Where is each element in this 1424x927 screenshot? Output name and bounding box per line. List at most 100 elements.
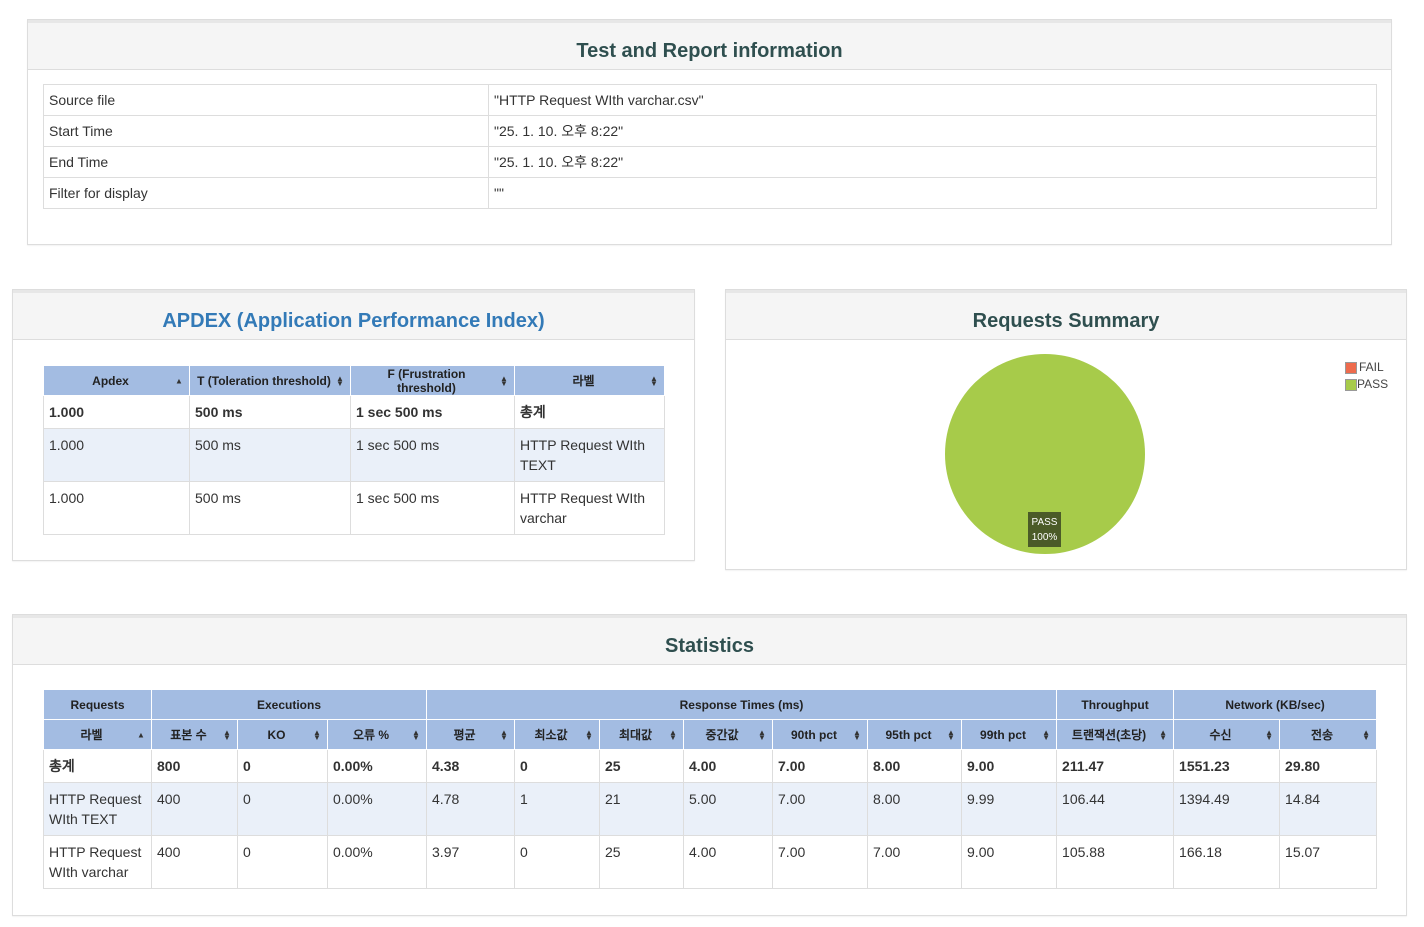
stats-header-12[interactable]: 수신 ▲ ▼ — [1173, 719, 1281, 750]
stats-header-5[interactable]: 최소값 ▲ ▼ — [514, 719, 601, 750]
stats-cell: 3.97 — [426, 835, 516, 889]
stats-cell: 7.00 — [772, 835, 869, 889]
stats-header-9[interactable]: 95th pct ▲ ▼ — [867, 719, 963, 750]
stats-header-13[interactable]: 전송 ▲ ▼ — [1279, 719, 1378, 750]
info-value: "25. 1. 10. 오후 8:22" — [488, 115, 1377, 147]
stats-cell: 4.00 — [683, 835, 774, 889]
sort-both-icon: ▲ ▼ — [650, 373, 658, 388]
group-requests: Requests — [43, 689, 152, 720]
stats-cell: 0 — [514, 749, 601, 783]
stats-cell: 7.00 — [772, 749, 869, 783]
apdex-header-t[interactable]: T (Toleration threshold) ▲ ▼ — [189, 365, 351, 396]
stats-cell: 0 — [237, 782, 328, 836]
stats-header-0[interactable]: 라벨 ▲ — [43, 719, 152, 750]
stats-cell: 1 — [514, 782, 601, 836]
stats-header-3[interactable]: 오류 % ▲ ▼ — [326, 719, 428, 750]
stats-cell: 5.00 — [683, 782, 774, 836]
statistics-column-header: 라벨 ▲ 표본 수 ▲ ▼ KO ▲ ▼ 오류 % ▲ ▼ 평균 ▲ ▼ 최소값 ▲ ▼ 최대값 ▲ ▼ 중간값 ▲ ▼ 90… — [43, 719, 1378, 750]
stats-header-6[interactable]: 최대값 ▲ ▼ — [599, 719, 685, 750]
stats-header-11[interactable]: 트랜잭션(초당) ▲ ▼ — [1056, 719, 1175, 750]
stats-header-8[interactable]: 90th pct ▲ ▼ — [772, 719, 869, 750]
info-label: End Time — [43, 146, 489, 178]
stats-cell: 9.00 — [961, 835, 1058, 889]
statistics-title: Statistics — [13, 615, 1406, 665]
header-label: 90th pct — [791, 727, 838, 742]
stats-cell: 총계 — [43, 749, 152, 783]
group-response-times: Response Times (ms) — [426, 689, 1058, 720]
sort-both-icon: ▲ ▼ — [336, 373, 344, 388]
stats-row: HTTP Request WIth varchar 400 0 0.00% 3.97 0 2… — [43, 835, 1378, 889]
stats-cell: 4.78 — [426, 782, 516, 836]
header-label: F (Frustration threshold) — [387, 366, 466, 395]
stats-header-7[interactable]: 중간값 ▲ ▼ — [683, 719, 774, 750]
sort-both-icon: ▲ ▼ — [1159, 727, 1167, 742]
stats-header-10[interactable]: 99th pct ▲ ▼ — [961, 719, 1058, 750]
sort-both-icon: ▲ ▼ — [758, 727, 766, 742]
stats-cell: 0.00% — [326, 749, 428, 783]
stats-cell: 400 — [151, 835, 238, 889]
legend-swatch-pass — [1345, 379, 1357, 391]
info-label: Source file — [43, 84, 489, 116]
apdex-cell: 1.000 — [43, 395, 190, 429]
legend-label-pass[interactable]: PASS — [1357, 377, 1389, 391]
stats-cell: 0.00% — [326, 782, 428, 836]
apdex-header-apdex[interactable]: Apdex ▲ — [43, 365, 190, 396]
stats-cell: 166.18 — [1173, 835, 1281, 889]
stats-cell: 4.38 — [426, 749, 516, 783]
stats-cell: 106.44 — [1056, 782, 1175, 836]
stats-cell: 800 — [151, 749, 238, 783]
stats-cell: 29.80 — [1279, 749, 1378, 783]
header-label: KO — [267, 727, 286, 742]
stats-cell: 8.00 — [867, 782, 963, 836]
sort-both-icon: ▲ ▼ — [853, 727, 861, 742]
apdex-header-f[interactable]: F (Frustration threshold) ▲ ▼ — [350, 365, 515, 396]
requests-summary-title: Requests Summary — [726, 290, 1406, 340]
stats-cell: 0 — [237, 835, 328, 889]
report-info-title: Test and Report information — [28, 20, 1391, 70]
header-label: 최대값 — [618, 728, 653, 742]
stats-cell: 1394.49 — [1173, 782, 1281, 836]
apdex-cell: HTTP Request WIth varchar — [514, 481, 665, 535]
pie-label-name: PASS — [1032, 517, 1058, 528]
header-label: 표본 수 — [170, 728, 207, 742]
info-row-filter: Filter for display "" — [43, 177, 1377, 209]
header-label: 95th pct — [885, 727, 932, 742]
stats-cell: HTTP Request WIth varchar — [43, 835, 152, 889]
group-throughput: Throughput — [1056, 689, 1175, 720]
stats-row-total: 총계 800 0 0.00% 4.38 0 25 4.00 7.00 8.00 9.00 211.47… — [43, 749, 1378, 783]
stats-header-4[interactable]: 평균 ▲ ▼ — [426, 719, 516, 750]
stats-cell: 0.00% — [326, 835, 428, 889]
sort-asc-icon: ▲ — [137, 730, 145, 739]
stats-header-1[interactable]: 표본 수 ▲ ▼ — [151, 719, 238, 750]
stats-cell: 7.00 — [772, 782, 869, 836]
info-value: "25. 1. 10. 오후 8:22" — [488, 146, 1377, 178]
stats-cell: 8.00 — [867, 749, 963, 783]
info-label: Filter for display — [43, 177, 489, 209]
stats-row: HTTP Request WIth TEXT 400 0 0.00% 4.78 1 21 5.… — [43, 782, 1378, 836]
header-label: 99th pct — [980, 727, 1027, 742]
apdex-header-label[interactable]: 라벨 ▲ ▼ — [514, 365, 665, 396]
stats-header-2[interactable]: KO ▲ ▼ — [237, 719, 328, 750]
apdex-cell: 총계 — [514, 395, 665, 429]
stats-cell: 0 — [237, 749, 328, 783]
stats-cell: 9.99 — [961, 782, 1058, 836]
apdex-cell: 1.000 — [43, 428, 190, 482]
apdex-cell: 1 sec 500 ms — [350, 481, 515, 535]
apdex-title: APDEX (Application Performance Index) — [13, 290, 694, 340]
stats-cell: 400 — [151, 782, 238, 836]
header-label: Apdex — [92, 373, 129, 388]
header-label: 라벨 — [572, 374, 595, 388]
header-label: 오류 % — [352, 728, 390, 742]
apdex-cell: 500 ms — [189, 481, 351, 535]
statistics-group-header: Requests Executions Response Times (ms) … — [43, 689, 1378, 720]
sort-both-icon: ▲ ▼ — [313, 727, 321, 742]
legend-label-fail[interactable]: FAIL — [1359, 360, 1384, 374]
stats-cell: 105.88 — [1056, 835, 1175, 889]
stats-cell: 7.00 — [867, 835, 963, 889]
report-info-panel: Test and Report information Source file … — [27, 19, 1392, 245]
info-value: "HTTP Request WIth varchar.csv" — [488, 84, 1377, 116]
header-label: 수신 — [1209, 728, 1232, 742]
sort-both-icon: ▲ ▼ — [223, 727, 231, 742]
pie-slice-pass[interactable] — [945, 354, 1145, 554]
apdex-row: 1.000 500 ms 1 sec 500 ms HTTP Request W… — [43, 428, 665, 482]
